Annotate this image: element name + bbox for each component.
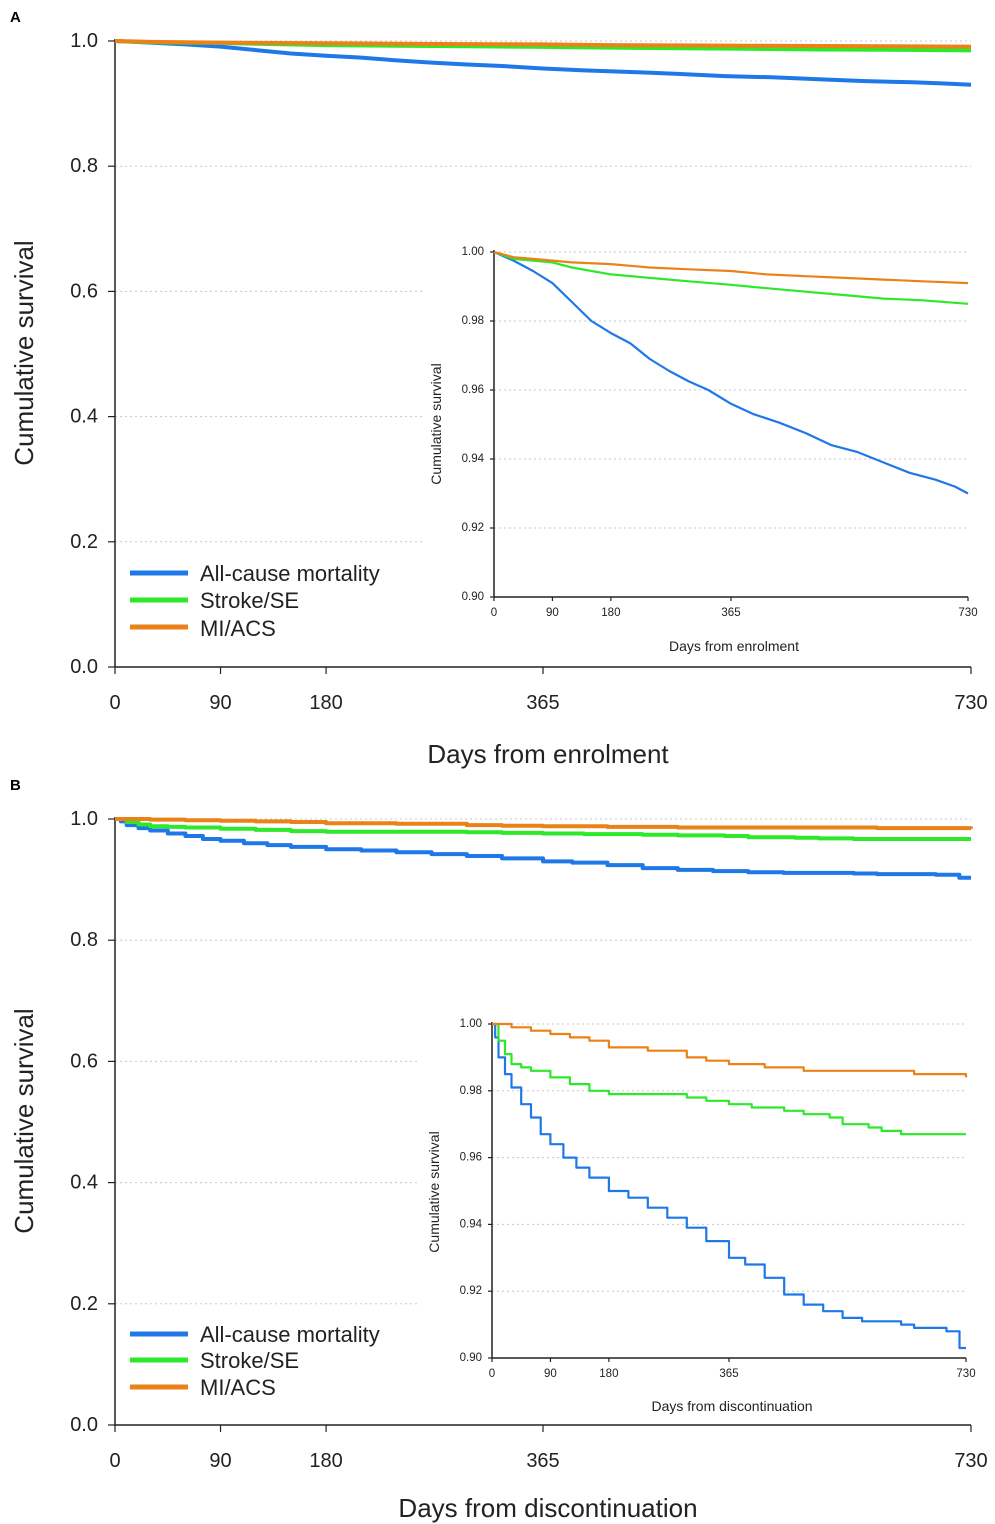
panel-a-inset-x-tick-label: 0 [491,607,497,619]
panel-b-inset-y-tick-label: 0.96 [460,1152,482,1164]
panel-a-inset-x-axis-label: Days from enrolment [669,638,799,654]
panel-b-x-tick-label: 365 [526,1450,559,1472]
panel-b-x-tick-label: 0 [109,1450,120,1472]
panel-a-x-tick-label: 90 [209,692,231,714]
panel-b-inset-y-tick-label: 0.92 [460,1285,482,1297]
legend-label-mi-acs: MI/ACS [200,1375,276,1400]
panel-b-inset-y-tick-label: 0.98 [460,1085,482,1097]
panel-a-y-tick-label: 0.6 [70,280,98,302]
panel-b-x-tick-label: 730 [954,1450,987,1472]
panel-b-inset-x-tick-label: 90 [544,1368,557,1380]
panel-a-y-tick-label: 0.8 [70,155,98,177]
panel-b-inset-y-ticks: 0.90 0.92 0.94 0.96 0.98 1.00 [460,1018,492,1364]
panel-b-inset-gridlines [492,1023,966,1292]
panel-a-inset-x-tick-label: 730 [958,607,977,619]
panel-a-inset-y-ticks: 0.90 0.92 0.94 0.96 0.98 1.00 [462,246,494,603]
panel-a-inset-gridlines [494,251,968,529]
panel-a-inset-x-tick-label: 180 [601,607,620,619]
panel-b-y-tick-label: 0.4 [70,1172,98,1194]
panel-b-series-mi-acs [115,817,973,831]
panel-b-inset-x-tick-label: 365 [719,1368,738,1380]
panel-a-series-all-cause-mortality [114,39,972,87]
panel-b-inset-y-tick-label: 0.94 [460,1218,483,1230]
panel-b-x-axis-label: Days from discontinuation [398,1493,697,1523]
panel-b-inset-series-mi-acs [492,1022,968,1078]
panel-a-inset-x-tick-label: 90 [546,607,559,619]
panel-a-x-tick-label: 365 [526,692,559,714]
panel-a-x-axis-label: Days from enrolment [427,739,669,769]
panel-b-inset-series-stroke-se [492,1022,966,1136]
panel-a-inset-x-ticks: 0 90 180 365 730 [491,597,978,619]
panel-a-inset-y-tick-label: 0.90 [462,591,484,603]
panel-a-x-ticks: 0 90 180 365 730 [109,667,988,714]
panel-b-inset-x-tick-label: 180 [599,1368,618,1380]
panel-a-inset-y-tick-label: 1.00 [462,246,484,258]
panel-b-y-axis-label: Cumulative survival [9,1008,39,1233]
panel-b-y-tick-label: 0.6 [70,1050,98,1072]
panel-a-inset-x-tick-label: 365 [721,607,740,619]
panel-a-inset-series-mi-acs [493,250,969,285]
panel-b: B 0.0 0.2 0.4 0.6 0.8 1.0 0 90 180 365 730 Days f… [9,777,988,1523]
panel-b-y-tick-label: 0.0 [70,1414,98,1436]
panel-b-letter: B [10,777,21,794]
panel-a-inset-series-all-cause-mortality [493,250,969,495]
panel-b-x-tick-label: 180 [309,1450,342,1472]
legend-label-stroke-se: Stroke/SE [200,1348,299,1373]
panel-b-inset-x-tick-label: 0 [489,1368,495,1380]
panel-b-inset-series [492,1022,968,1350]
panel-b-inset-x-axis-label: Days from discontinuation [651,1398,812,1414]
panel-b-inset: 0.90 0.92 0.94 0.96 0.98 1.00 0 90 180 365 730 Da… [420,1005,982,1417]
panel-a-inset: 0.90 0.92 0.94 0.96 0.98 1.00 0 90 180 365 730 Da… [422,232,982,664]
panel-a-x-tick-label: 0 [109,692,120,714]
panel-b-inset-x-tick-label: 730 [956,1368,975,1380]
panel-a-y-ticks: 0.0 0.2 0.4 0.6 0.8 1.0 [70,30,115,678]
panel-b-y-tick-label: 0.2 [70,1293,98,1315]
panel-b-inset-series-all-cause-mortality [492,1022,966,1350]
panel-a-y-tick-label: 0.0 [70,656,98,678]
legend-label-mi-acs: MI/ACS [200,616,276,641]
panel-b-inset-y-axis-label: Cumulative survival [426,1131,442,1252]
panel-a-x-tick-label: 730 [954,692,987,714]
panel-b-y-ticks: 0.0 0.2 0.4 0.6 0.8 1.0 [70,808,115,1436]
panel-b-y-tick-label: 0.8 [70,929,98,951]
panel-a-inset-y-tick-label: 0.96 [462,384,484,396]
legend-label-all-cause-mortality: All-cause mortality [200,561,380,586]
legend-label-stroke-se: Stroke/SE [200,588,299,613]
panel-b-series [115,817,973,880]
panel-b-inset-y-tick-label: 1.00 [460,1018,482,1030]
legend-label-all-cause-mortality: All-cause mortality [200,1322,380,1347]
panel-a-y-axis-label: Cumulative survival [9,240,39,465]
panel-b-inset-y-tick-label: 0.90 [460,1352,482,1364]
panel-a-inset-y-axis-label: Cumulative survival [428,363,444,484]
panel-a-y-tick-label: 0.4 [70,406,98,428]
panel-a-inset-y-tick-label: 0.98 [462,315,484,327]
panel-a-inset-series [493,250,969,495]
panel-a: A 0.0 0.2 0.4 0.6 0.8 1.0 0 90 180 365 730 Days f… [9,9,988,769]
panel-b-legend: All-cause mortality Stroke/SE MI/ACS [130,1322,380,1400]
panel-a-inset-y-tick-label: 0.92 [462,522,484,534]
panel-a-x-tick-label: 180 [309,692,342,714]
panel-a-inset-y-tick-label: 0.94 [462,453,485,465]
panel-a-inset-series-stroke-se [493,250,969,305]
panel-b-x-tick-label: 90 [209,1450,231,1472]
panel-a-y-tick-label: 1.0 [70,30,98,52]
panel-b-y-tick-label: 1.0 [70,808,98,830]
panel-a-letter: A [10,9,21,26]
panel-a-inset-background [422,232,982,664]
panel-b-inset-background [420,1005,982,1417]
panel-a-series [114,39,972,87]
panel-b-series-all-cause-mortality [115,817,971,880]
panel-b-inset-x-ticks: 0 90 180 365 730 [489,1358,976,1380]
panel-b-x-ticks: 0 90 180 365 730 [109,1425,988,1472]
panel-a-legend: All-cause mortality Stroke/SE MI/ACS [130,561,380,641]
panel-a-series-mi-acs [114,39,972,49]
panel-b-series-stroke-se [115,817,971,841]
panel-a-y-tick-label: 0.2 [70,531,98,553]
